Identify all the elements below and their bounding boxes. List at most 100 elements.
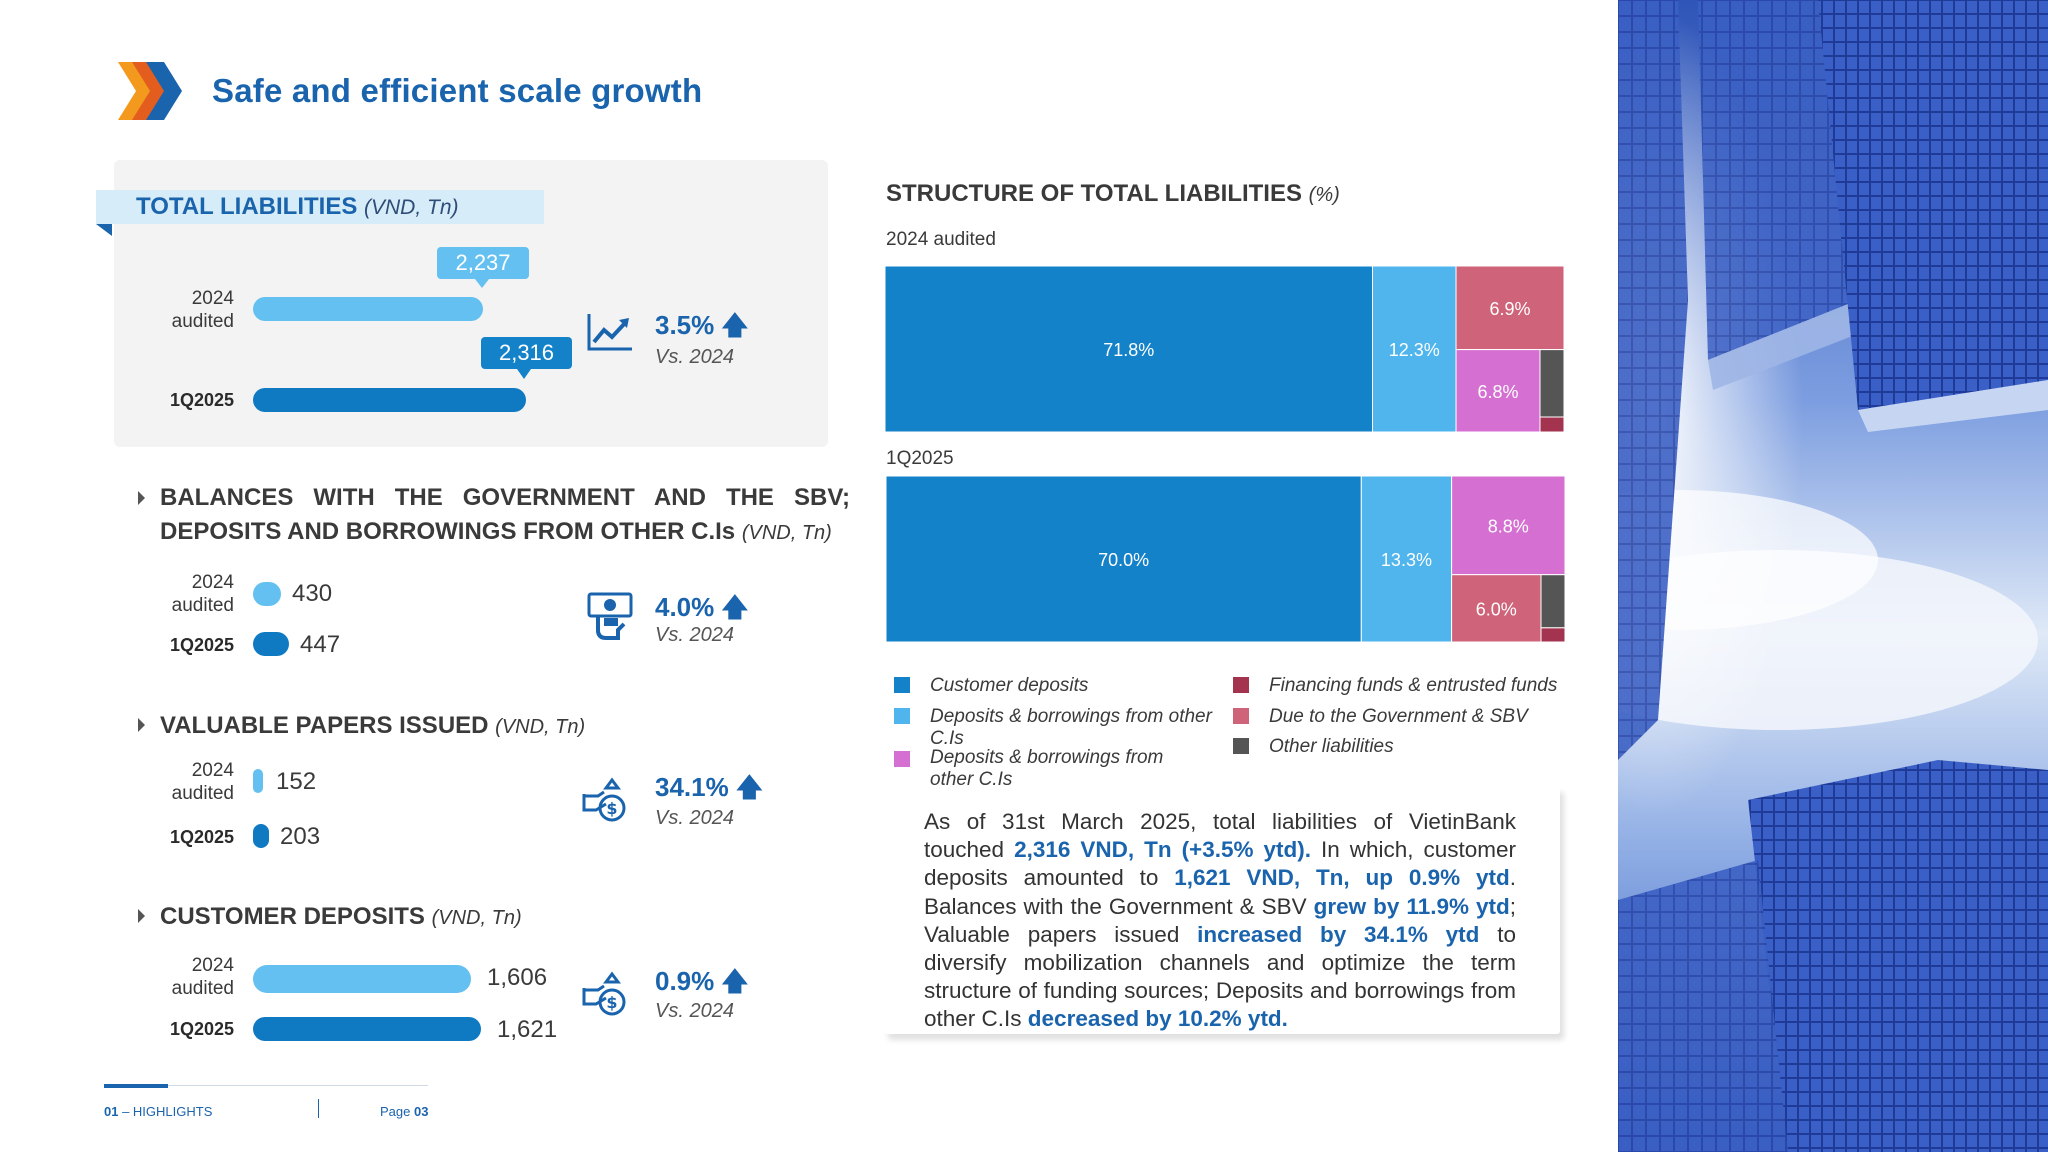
dep-vs: Vs. 2024 — [655, 1000, 734, 1022]
chart-segment-2024-3 — [1455, 349, 1541, 433]
legend-swatch-other-liabilities — [1233, 738, 1249, 754]
trend-up-chart-icon — [586, 312, 634, 357]
arrow-up-icon: 🡅 — [721, 966, 749, 996]
chart-data-label: 13.3% — [1381, 550, 1432, 570]
dep-change-value: 0.9% — [655, 966, 715, 996]
callout-pointer — [475, 279, 489, 288]
dep-value-1q2025: 1,621 — [497, 1016, 558, 1043]
summary-part-1: As of 31st March 2025, total liabilities… — [924, 809, 1516, 863]
bal-label-2024-line1: 2024 — [191, 572, 234, 593]
money-hand-icon — [584, 590, 636, 647]
papers-title: VALUABLE PAPERS ISSUED (VND, Tn) — [160, 712, 585, 740]
summary-part-5: to diversify mobilization channels and o… — [924, 921, 1516, 1032]
legend-label-financing-funds: Financing funds & entrusted funds — [1269, 675, 1558, 696]
total-liabilities-tab — [96, 190, 544, 224]
summary-highlight-1: 2,316 VND, Tn (+3.5% ytd). — [1014, 837, 1311, 863]
dep-value-2024: 1,606 — [487, 964, 548, 991]
tl-value-2024-callout: 2,237 — [437, 247, 529, 279]
papers-unit: (VND, Tn) — [495, 716, 586, 738]
chart-title: STRUCTURE OF TOTAL LIABILITIES (%) — [886, 180, 1340, 208]
chart-segment-1q2025-4 — [1540, 574, 1566, 629]
bal-value-2024: 430 — [292, 580, 333, 607]
pap-label-2024-line2: audited — [171, 783, 234, 804]
legend-label-other-liabilities: Other liabilities — [1269, 736, 1394, 757]
pap-vs: Vs. 2024 — [655, 807, 734, 829]
bal-label-1q2025: 1Q2025 — [169, 635, 234, 655]
chart-title-text: STRUCTURE OF TOTAL LIABILITIES — [886, 180, 1302, 207]
footer-section-number: 01 — [104, 1104, 119, 1119]
chart-segment-1q2025-3 — [1451, 574, 1542, 643]
chart-unit: (%) — [1308, 184, 1340, 206]
summary-card — [884, 786, 1560, 1034]
summary-highlight-3: grew by 11.9% ytd — [1313, 893, 1510, 919]
deposits-title-text: CUSTOMER DEPOSITS — [160, 903, 425, 930]
brand-chevron-logo — [116, 60, 186, 127]
chart-segment-2024-2 — [1455, 265, 1565, 351]
chart-segment-2024-5 — [1539, 416, 1565, 433]
summary-highlight-5: decreased by 10.2% ytd. — [1027, 1006, 1288, 1032]
legend-swatch-due-government — [1233, 708, 1249, 724]
pap-label-1q2025: 1Q2025 — [169, 827, 234, 847]
arrow-up-icon: 🡅 — [721, 592, 749, 622]
footer-divider — [104, 1085, 428, 1086]
chart-data-label: 70.0% — [1098, 550, 1149, 570]
dep-label-2024-line2: audited — [171, 978, 234, 999]
total-liabilities-title-text: TOTAL LIABILITIES — [136, 193, 358, 220]
summary-highlight-2: 1,621 VND, Tn, up 0.9% ytd — [1174, 865, 1510, 891]
tl-bar-2024 — [253, 297, 483, 321]
tl-value-1q2025-callout: 2,316 — [481, 337, 572, 369]
section-bullet-icon — [138, 718, 145, 732]
money-bag-hand-icon: $ — [580, 776, 630, 831]
bal-value-1q2025: 447 — [300, 631, 341, 658]
deposits-title: CUSTOMER DEPOSITS (VND, Tn) — [160, 903, 522, 931]
pap-label-2024-line1: 2024 — [191, 760, 234, 781]
footer-separator — [318, 1099, 319, 1118]
balances-unit: (VND, Tn) — [741, 522, 832, 544]
tl-label-2024: 2024 audited — [114, 287, 234, 333]
summary-part-4: ; Valuable papers issued — [924, 893, 1516, 947]
pap-value-1q2025: 203 — [280, 823, 321, 850]
chart-segment-1q2025-2 — [1451, 475, 1566, 576]
legend-swatch-financing-funds — [1233, 677, 1249, 693]
bal-vs: Vs. 2024 — [655, 624, 734, 646]
summary-part-3: . Balances with the Government & SBV — [924, 865, 1516, 919]
footer-page-label: Page — [380, 1104, 414, 1119]
chart-segment-2024-4 — [1539, 349, 1565, 418]
balances-title-line2: DEPOSITS AND BORROWINGS FROM OTHER C.Is … — [160, 518, 832, 546]
bal-change-value: 4.0% — [655, 592, 715, 622]
chart-data-label: 6.9% — [1490, 299, 1531, 319]
chart-row-label-1q2025: 1Q2025 — [886, 448, 954, 469]
tl-label-2024-line2: audited — [171, 311, 234, 332]
footer-section: 01 – HIGHLIGHTS — [104, 1104, 212, 1119]
legend-label-deposits-other-cis-2: Deposits & borrowings from other C.Is — [930, 747, 1164, 790]
legend-swatch-customer-deposits — [894, 677, 910, 693]
summary-highlight-4: increased by 34.1% ytd — [1197, 921, 1480, 947]
tl-label-2024-line1: 2024 — [191, 288, 234, 309]
legend-label-due-government: Due to the Government & SBV — [1269, 706, 1528, 727]
callout-pointer — [517, 369, 531, 379]
bal-label-2024-line2: audited — [171, 595, 234, 616]
arrow-up-icon: 🡅 — [735, 772, 763, 802]
chart-segment-1q2025-0 — [885, 475, 1362, 643]
bal-bar-2024 — [253, 582, 281, 606]
arrow-up-icon: 🡅 — [721, 310, 749, 340]
summary-part-2: In which, customer deposits amounted to — [924, 837, 1516, 891]
legend-swatch-deposits-other-cis — [894, 708, 910, 724]
dep-bar-2024 — [253, 965, 471, 993]
chart-data-label: 6.8% — [1478, 382, 1519, 402]
dep-label-2024-line1: 2024 — [191, 955, 234, 976]
bal-label-2024: 2024 audited — [114, 571, 234, 617]
chart-segment-1q2025-5 — [1540, 627, 1566, 643]
pap-bar-1q2025 — [253, 824, 269, 848]
footer-page-number: 03 — [413, 1104, 429, 1119]
pap-change-value: 34.1% — [655, 772, 729, 802]
chart-row-label-2024: 2024 audited — [886, 229, 996, 250]
tl-label-1q2025: 1Q2025 — [169, 390, 234, 410]
tl-change: 3.5% 🡅 — [655, 307, 748, 351]
chart-segment-2024-0 — [884, 265, 1374, 433]
total-liabilities-title: TOTAL LIABILITIES (VND, Tn) — [136, 193, 459, 221]
legend-label-deposits-other-cis: Deposits & borrowings from other C.Is — [930, 706, 1212, 749]
balances-title-line1: BALANCES WITH THE GOVERNMENT AND THE SBV… — [160, 484, 850, 511]
section-bullet-icon — [138, 491, 145, 505]
